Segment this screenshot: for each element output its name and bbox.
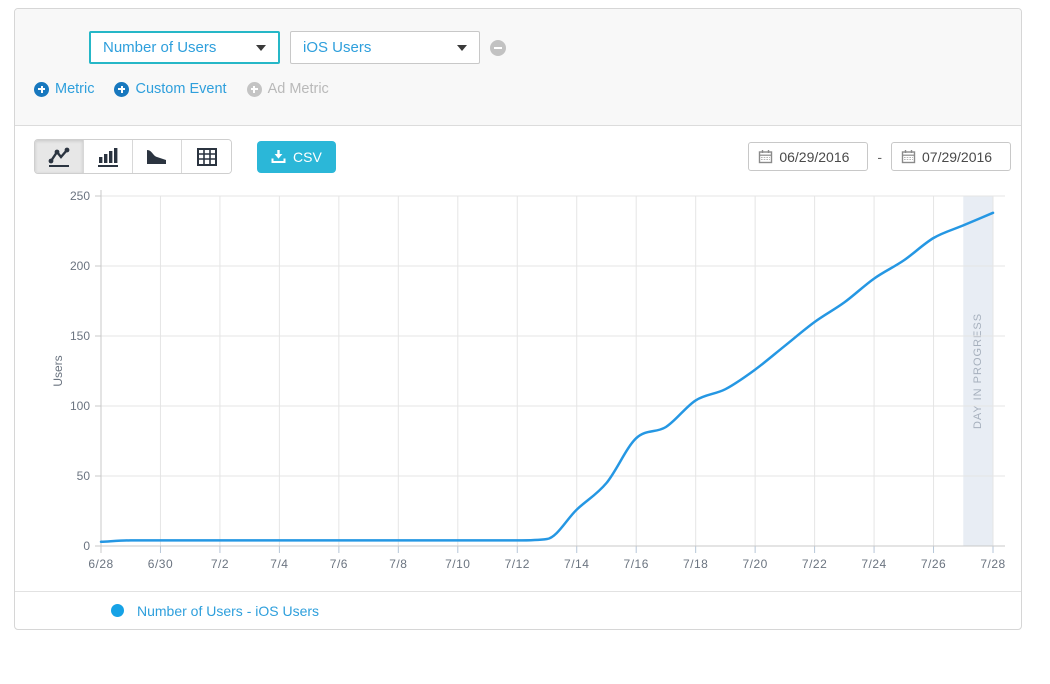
metric-dropdown-value: Number of Users: [103, 39, 217, 56]
metric-dropdown[interactable]: Number of Users: [89, 31, 280, 64]
svg-text:50: 50: [77, 469, 91, 483]
chart-type-area-button[interactable]: [133, 140, 182, 173]
start-date-field[interactable]: [748, 142, 869, 171]
chevron-down-icon: [457, 44, 467, 51]
end-date-input[interactable]: [922, 148, 1001, 165]
svg-text:Users: Users: [51, 355, 65, 386]
calendar-icon: [759, 150, 773, 164]
legend-series-dot: [111, 604, 124, 617]
svg-text:7/24: 7/24: [861, 557, 886, 571]
svg-text:150: 150: [70, 329, 90, 343]
svg-text:6/30: 6/30: [148, 557, 173, 571]
segment-dropdown[interactable]: iOS Users: [290, 31, 480, 64]
svg-text:7/28: 7/28: [980, 557, 1005, 571]
svg-text:7/22: 7/22: [802, 557, 827, 571]
remove-metric-button[interactable]: [490, 39, 506, 56]
date-range-picker: -: [748, 142, 1011, 171]
toolbar-left: CSV: [34, 139, 336, 174]
csv-download-button[interactable]: CSV: [257, 140, 336, 173]
add-ad-metric-link: Ad Metric: [246, 81, 329, 97]
table-icon: [196, 147, 217, 166]
svg-text:7/26: 7/26: [921, 557, 946, 571]
line-chart-icon: [48, 147, 70, 167]
plus-circle-icon: [114, 81, 130, 97]
plus-circle-icon: [246, 81, 262, 97]
chart-legend: Number of Users - iOS Users: [15, 591, 1021, 629]
download-icon: [271, 150, 286, 163]
add-custom-event-label: Custom Event: [135, 81, 227, 97]
area-chart-icon: [147, 149, 166, 164]
analytics-card: Number of Users iOS Users Metric Custom …: [14, 8, 1022, 630]
svg-text:6/28: 6/28: [88, 557, 113, 571]
chart-type-table-button[interactable]: [182, 140, 231, 173]
plus-circle-icon: [34, 81, 49, 97]
svg-text:7/20: 7/20: [742, 557, 767, 571]
svg-text:7/6: 7/6: [330, 557, 348, 571]
chart-type-button-group: [34, 139, 232, 174]
chart-toolbar: CSV -: [15, 126, 1021, 186]
metrics-section: Number of Users iOS Users Metric Custom …: [15, 9, 1021, 126]
svg-text:7/4: 7/4: [270, 557, 288, 571]
svg-text:0: 0: [83, 539, 90, 553]
add-links-row: Metric Custom Event Ad Metric: [15, 81, 1021, 97]
svg-text:250: 250: [70, 189, 90, 203]
svg-text:DAY IN PROGRESS: DAY IN PROGRESS: [972, 313, 984, 429]
svg-text:7/18: 7/18: [683, 557, 708, 571]
svg-text:7/16: 7/16: [624, 557, 649, 571]
add-custom-event-link[interactable]: Custom Event: [114, 81, 227, 97]
chart-area: DAY IN PROGRESS 0 50 100 150 200 250 6/28 6/30 7/…: [15, 186, 1021, 591]
bar-chart-icon: [98, 147, 118, 167]
legend-series-label: Number of Users - iOS Users: [137, 602, 320, 619]
add-metric-label: Metric: [55, 81, 95, 97]
users-line-chart: DAY IN PROGRESS 0 50 100 150 200 250 6/28 6/30 7/…: [51, 189, 1005, 571]
metric-selector-row: Number of Users iOS Users: [15, 31, 1021, 64]
svg-text:100: 100: [70, 399, 90, 413]
chart-type-bar-button[interactable]: [84, 140, 133, 173]
calendar-icon: [901, 150, 916, 164]
start-date-input[interactable]: [779, 148, 859, 165]
svg-text:7/10: 7/10: [445, 557, 470, 571]
svg-text:7/12: 7/12: [505, 557, 530, 571]
svg-text:7/8: 7/8: [389, 557, 407, 571]
csv-button-label: CSV: [293, 148, 322, 165]
add-metric-link[interactable]: Metric: [34, 81, 94, 97]
svg-text:200: 200: [70, 259, 90, 273]
svg-text:7/14: 7/14: [564, 557, 589, 571]
end-date-field[interactable]: [891, 142, 1011, 171]
segment-dropdown-value: iOS Users: [303, 39, 372, 56]
chevron-down-icon: [256, 44, 266, 51]
chart-type-line-button[interactable]: [35, 140, 84, 173]
date-range-separator: -: [877, 148, 882, 165]
add-ad-metric-label: Ad Metric: [267, 81, 329, 97]
svg-text:7/2: 7/2: [211, 557, 229, 571]
